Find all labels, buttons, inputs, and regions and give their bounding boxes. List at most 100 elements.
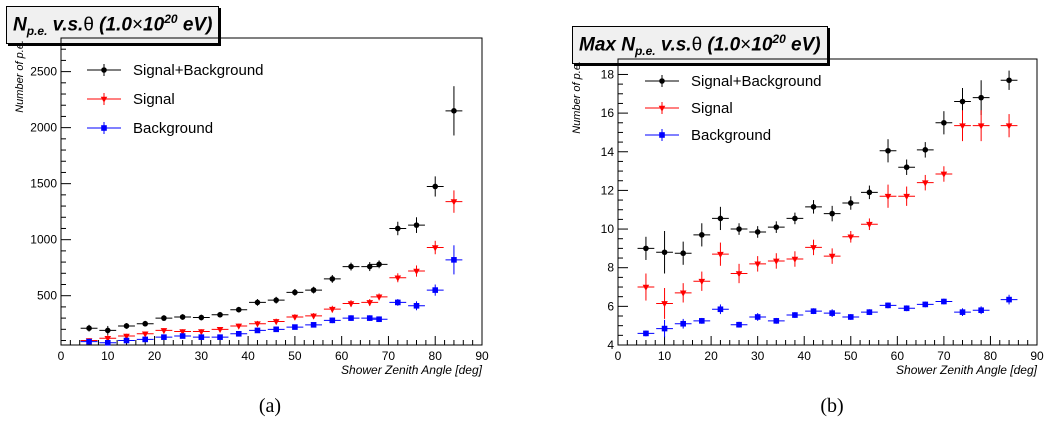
legend-marker [659, 78, 665, 84]
title-exp: 20 [772, 32, 786, 46]
data-point [254, 299, 261, 306]
x-tick-label: 20 [148, 349, 162, 363]
y-tick-label: 6 [607, 299, 614, 313]
data-point [940, 171, 948, 178]
data-point [366, 300, 374, 307]
series-signal-background [637, 70, 1018, 274]
data-point [1006, 296, 1012, 303]
data-point [254, 321, 261, 328]
y-tick-label: 18 [601, 67, 615, 81]
data-point [829, 310, 835, 316]
title-base: 10 [751, 34, 773, 56]
x-tick-label: 90 [475, 349, 489, 363]
title-base: 10 [143, 14, 165, 36]
data-point [272, 319, 280, 326]
chart-a: 0 10 20 30 40 50 60 70 80 90 500 1000 1500 2000 2500 Sh… [14, 37, 489, 377]
data-point [847, 234, 855, 241]
x-tick-label: 20 [704, 349, 718, 363]
x-tick-label: 40 [241, 349, 255, 363]
caption-a: (a) [258, 395, 282, 417]
chart-title-a: Np.e. v.s.θ (1.0×1020 eV) [6, 6, 220, 45]
data-point [451, 108, 457, 114]
data-point [376, 316, 382, 323]
data-point [829, 210, 835, 217]
data-point [366, 315, 373, 321]
y-tick-label: 16 [601, 106, 615, 120]
title-theta: θ [83, 14, 94, 36]
data-point [104, 327, 111, 334]
chart-panel-a: Np.e. v.s.θ (1.0×1020 eV) 0 10 20 30 40 50 60 7… [0, 0, 523, 421]
data-point [198, 329, 205, 336]
legend-label: Signal+Background [133, 62, 264, 79]
y-tick-label: 8 [607, 261, 614, 275]
data-point [292, 324, 298, 330]
legend-marker [101, 125, 107, 131]
data-point [142, 320, 148, 327]
title-mid: v.s. [47, 14, 84, 36]
data-point [348, 315, 354, 321]
data-point [235, 330, 242, 337]
y-tick-label: 2000 [30, 121, 57, 135]
data-point [292, 289, 298, 296]
data-point [754, 229, 761, 235]
data-point [273, 326, 279, 333]
data-point [141, 331, 149, 338]
series-signal-background [80, 86, 463, 335]
series-signal [637, 110, 1018, 319]
data-point [699, 232, 705, 238]
data-point [810, 245, 817, 252]
data-point [217, 311, 223, 318]
data-point [661, 301, 668, 308]
x-tick-label: 10 [658, 349, 672, 363]
data-point [86, 338, 92, 345]
legend: Signal+Background Signal Background [645, 73, 822, 144]
data-point [977, 123, 985, 130]
data-point [1006, 77, 1012, 84]
data-point [235, 306, 242, 313]
y-axis-label: Number of p.e. [571, 61, 583, 134]
y-tick-label: 10 [601, 222, 615, 236]
data-point [717, 251, 724, 258]
data-point [366, 263, 373, 270]
legend-label: Signal [691, 100, 733, 117]
data-point [273, 297, 279, 303]
data-point [291, 314, 299, 321]
data-point [104, 335, 112, 343]
title-unit: eV) [785, 34, 821, 56]
x-tick-label: 80 [984, 349, 998, 363]
y-tick-label: 500 [37, 289, 57, 303]
data-point [254, 327, 261, 334]
data-point [847, 314, 854, 320]
data-point [922, 301, 929, 308]
y-tick-label: 1500 [30, 177, 57, 191]
data-point [161, 315, 167, 321]
data-point [432, 287, 439, 293]
plot-frame [60, 37, 483, 346]
data-point [161, 334, 167, 340]
x-tick-label: 0 [58, 349, 65, 363]
data-point [179, 333, 186, 339]
data-point [978, 94, 984, 101]
title-paren: (1.0 [702, 34, 741, 56]
legend-label: Signal [133, 91, 175, 108]
data-point [978, 307, 984, 314]
x-axis-label: Shower Zenith Angle [deg] [896, 363, 1038, 377]
x-tick-label: 40 [798, 349, 812, 363]
data-point [717, 215, 724, 222]
data-point [235, 323, 243, 330]
x-tick-label: 90 [1030, 349, 1044, 363]
title-theta: θ [691, 34, 703, 56]
legend-label: Background [133, 120, 213, 137]
data-point [828, 253, 836, 260]
x-axis-label: Shower Zenith Angle [deg] [341, 363, 483, 377]
data-point [643, 245, 649, 252]
data-point [866, 221, 873, 229]
legend-marker [659, 132, 665, 138]
series-background [637, 294, 1018, 338]
data-point [810, 308, 817, 314]
data-point [642, 284, 650, 291]
data-point [431, 245, 439, 252]
title-times: × [131, 14, 144, 36]
data-point [451, 257, 457, 263]
data-point [661, 325, 668, 332]
